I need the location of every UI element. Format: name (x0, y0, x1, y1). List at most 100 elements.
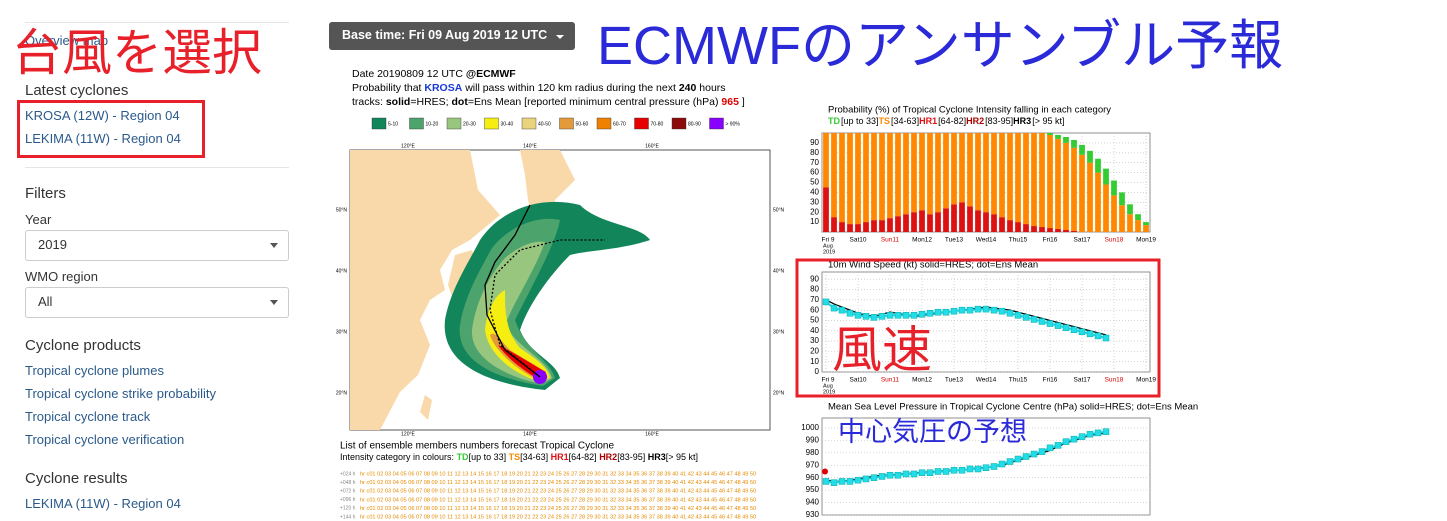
text-line: Probability that KROSA will pass within … (352, 82, 726, 94)
bar-segment (1095, 172, 1101, 232)
series-marker (990, 306, 998, 314)
product-link[interactable]: Tropical cyclone verification (25, 432, 185, 447)
series-marker (950, 307, 958, 315)
bar-segment (935, 212, 941, 232)
cyclone-link[interactable]: LEKIMA (11W) - Region 04 (25, 131, 181, 146)
legend-name: HR3 (1013, 116, 1031, 126)
product-link[interactable]: Tropical cyclone track (25, 409, 151, 424)
lat-label: 20°N (336, 390, 348, 396)
legend-swatch (446, 117, 462, 130)
legend-swatch (634, 117, 649, 130)
series-marker (918, 469, 926, 476)
bar-segment (1007, 220, 1013, 232)
row-members: hr c01 02 03 04 05 06 07 08 09 10 11 12 … (360, 506, 756, 512)
legend-swatch (484, 117, 499, 130)
bar-segment (1103, 168, 1109, 185)
section-title: Cyclone products (25, 337, 141, 354)
product-link[interactable]: Tropical cyclone strike probability (25, 386, 216, 401)
observed-point (822, 468, 828, 475)
bar-segment (895, 216, 901, 232)
legend-swatch (709, 117, 724, 130)
series-marker (1014, 312, 1022, 319)
base-time-button[interactable]: Base time: Fri 09 Aug 2019 12 UTC (329, 22, 575, 50)
cyclone-link[interactable]: KROSA (12W) - Region 04 (25, 108, 180, 123)
y-tick-label: 60 (810, 305, 819, 314)
y-tick-label: 980 (806, 448, 820, 457)
x-tick-label: Tue13 (945, 377, 964, 384)
row-label: +072 h (340, 489, 356, 495)
y-tick-label: 20 (810, 346, 819, 355)
series-marker (1062, 438, 1070, 445)
series-marker (966, 306, 974, 314)
lon-label: 120°E (401, 143, 415, 149)
lon-label: 120°E (401, 431, 415, 437)
bar-segment (1135, 220, 1141, 232)
y-tick-label: 970 (806, 460, 820, 469)
legend-range: [64-82] (938, 116, 966, 126)
bar-segment (839, 222, 845, 232)
text-part: TS (509, 452, 521, 462)
bar-segment (895, 133, 901, 217)
bar-segment (1015, 133, 1021, 223)
series-marker (830, 479, 838, 486)
x-note: 2019 (823, 249, 835, 255)
row-members: hr c01 02 03 04 05 06 07 08 09 10 11 12 … (360, 497, 756, 503)
series-marker (926, 469, 934, 476)
bar-segment (943, 208, 949, 232)
series-marker (1014, 455, 1022, 463)
bar-segment (1071, 139, 1077, 148)
bar-segment (887, 133, 893, 219)
x-tick-label: Sun18 (1105, 237, 1124, 244)
text-part: =Ens Mean [reported minimum central pres… (468, 96, 722, 108)
y-tick-label: 80 (810, 285, 819, 294)
series-marker (966, 465, 974, 473)
year-select[interactable]: 2019 (25, 230, 289, 261)
y-tick-label: 70 (810, 158, 819, 167)
text-part: KROSA (424, 82, 462, 94)
bar-segment (855, 133, 861, 225)
region-select[interactable]: All (25, 287, 289, 318)
bar-segment (1015, 222, 1021, 232)
series-marker (1006, 458, 1014, 465)
bar-segment (823, 187, 829, 232)
x-tick-label: Fri 9 (822, 377, 835, 384)
series-marker (998, 307, 1006, 315)
bar-segment (959, 202, 965, 232)
chart-title: Probability (%) of Tropical Cyclone Inte… (828, 105, 1111, 116)
product-link[interactable]: Tropical cyclone plumes (25, 363, 164, 378)
bar-segment (959, 133, 965, 203)
lat-label: 30°N (336, 329, 348, 335)
series-marker (1094, 429, 1102, 437)
overview-link[interactable]: Overview map (25, 33, 109, 48)
x-note: Aug (823, 243, 833, 249)
row-members: hr c01 02 03 04 05 06 07 08 09 10 11 12 … (360, 489, 756, 495)
text-part: ] (739, 96, 745, 108)
bar-segment (1071, 231, 1077, 232)
bar-segment (1103, 184, 1109, 232)
legend-label: 5-10 (388, 121, 398, 127)
map (349, 149, 771, 431)
series-marker (1006, 309, 1014, 317)
bar-segment (903, 214, 909, 232)
label: Year (25, 212, 52, 227)
divider (25, 22, 289, 23)
x-tick-label: Fri16 (1043, 237, 1058, 244)
series-marker (1054, 322, 1062, 329)
result-link[interactable]: LEKIMA (11W) - Region 04 (25, 496, 181, 511)
lat-label: 50°N (336, 207, 348, 213)
annotation: 風速 (832, 322, 932, 378)
lat-label: 50°N (773, 207, 785, 213)
legend-label: 60-70 (613, 121, 626, 127)
select-value: 2019 (38, 237, 67, 252)
bar-segment (1055, 229, 1061, 232)
bar-segment (1055, 134, 1061, 139)
series-marker (934, 308, 942, 316)
probability-contours (444, 201, 650, 390)
text-line: Intensity category in colours: TD[up to … (340, 452, 698, 462)
series-marker (926, 309, 934, 317)
series-marker (1038, 318, 1046, 325)
bar-segment (1047, 134, 1053, 229)
y-tick-label: 90 (810, 138, 819, 147)
row-label: +048 h (340, 480, 356, 486)
y-tick-label: 30 (810, 336, 819, 345)
